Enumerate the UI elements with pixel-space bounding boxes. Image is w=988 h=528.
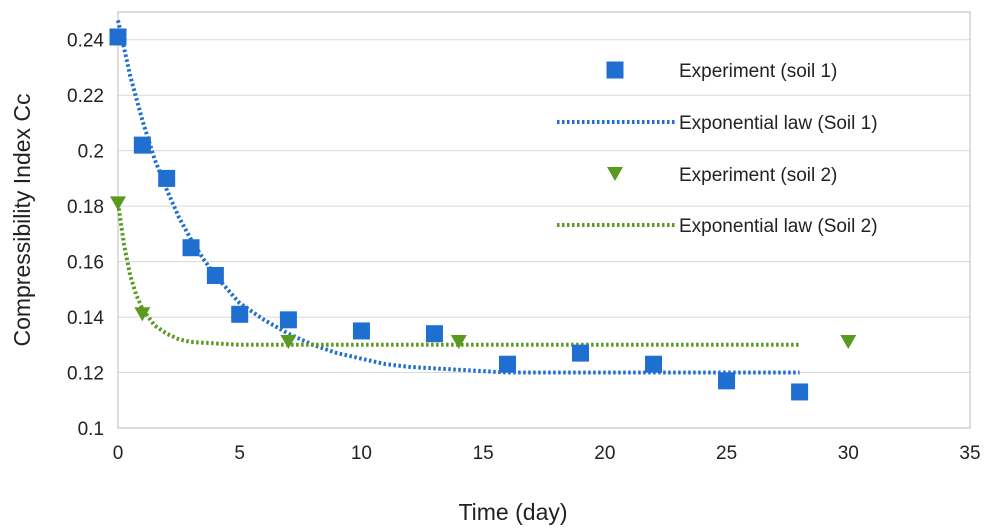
data-point-square (158, 169, 176, 187)
series-2-points (110, 196, 857, 350)
legend-label: Experiment (soil 1) (679, 61, 837, 82)
data-point-square (498, 355, 516, 373)
x-tick-label: 30 (838, 443, 859, 464)
data-point-square (791, 383, 809, 401)
x-axis-title: Time (day) (458, 499, 567, 525)
legend-label: Exponential law (Soil 1) (679, 113, 878, 134)
y-tick-label: 0.24 (67, 31, 104, 52)
data-point-square (352, 322, 370, 340)
plot-area-frame (117, 11, 971, 429)
x-tick-label: 15 (473, 443, 494, 464)
series-1-fit-line (116, 19, 800, 375)
x-tick-label: 20 (594, 443, 615, 464)
x-tick-label: 35 (959, 443, 980, 464)
x-tick-label: 0 (113, 443, 124, 464)
y-tick-label: 0.12 (67, 364, 104, 385)
legend-item-0: Experiment (soil 1) (606, 61, 837, 82)
data-point-triangle (280, 335, 297, 350)
x-tick-label: 25 (716, 443, 737, 464)
y-tick-label: 0.16 (67, 253, 104, 274)
y-axis-title: Compressibility Index Cc (9, 93, 35, 346)
data-point-triangle (134, 307, 151, 322)
legend-item-2: Experiment (soil 2) (607, 165, 837, 186)
data-point-square (182, 239, 200, 257)
data-point-square (109, 28, 127, 46)
data-point-square (572, 344, 590, 362)
legend-triangle-swatch (607, 167, 623, 181)
x-tick-label: 5 (234, 443, 245, 464)
y-tick-label: 0.18 (67, 197, 104, 218)
series-layer (109, 19, 857, 401)
y-tick-label: 0.2 (78, 142, 104, 163)
data-point-square (425, 325, 443, 343)
y-tick-label: 0.1 (78, 419, 104, 440)
data-point-square (206, 266, 224, 284)
tick-labels: 0.1 0.12 0.14 0.16 0.18 0.2 0.22 0.24 0 5 10 15 20 25… (67, 31, 981, 464)
legend-label: Exponential law (Soil 2) (679, 216, 878, 237)
y-tick-label: 0.14 (67, 308, 104, 329)
fit-line (116, 203, 800, 347)
legend-item-1: Exponential law (Soil 1) (557, 113, 878, 134)
series-0-points (109, 28, 809, 401)
series-3-fit-line (116, 203, 800, 347)
data-point-square (231, 305, 249, 323)
data-point-square (133, 136, 151, 154)
data-point-triangle (110, 196, 126, 211)
fit-line (116, 19, 800, 375)
data-point-square (645, 355, 663, 373)
data-point-triangle (840, 335, 857, 350)
legend-label: Experiment (soil 2) (679, 165, 837, 186)
data-point-square (718, 372, 736, 390)
legend-square-swatch (606, 61, 624, 79)
legend-item-3: Exponential law (Soil 2) (557, 216, 878, 237)
data-point-square (279, 311, 297, 329)
x-tick-label: 10 (351, 443, 372, 464)
y-tick-label: 0.22 (67, 86, 104, 107)
legend: Experiment (soil 1) Exponential law (Soil… (557, 61, 878, 237)
data-point-triangle (450, 335, 467, 350)
